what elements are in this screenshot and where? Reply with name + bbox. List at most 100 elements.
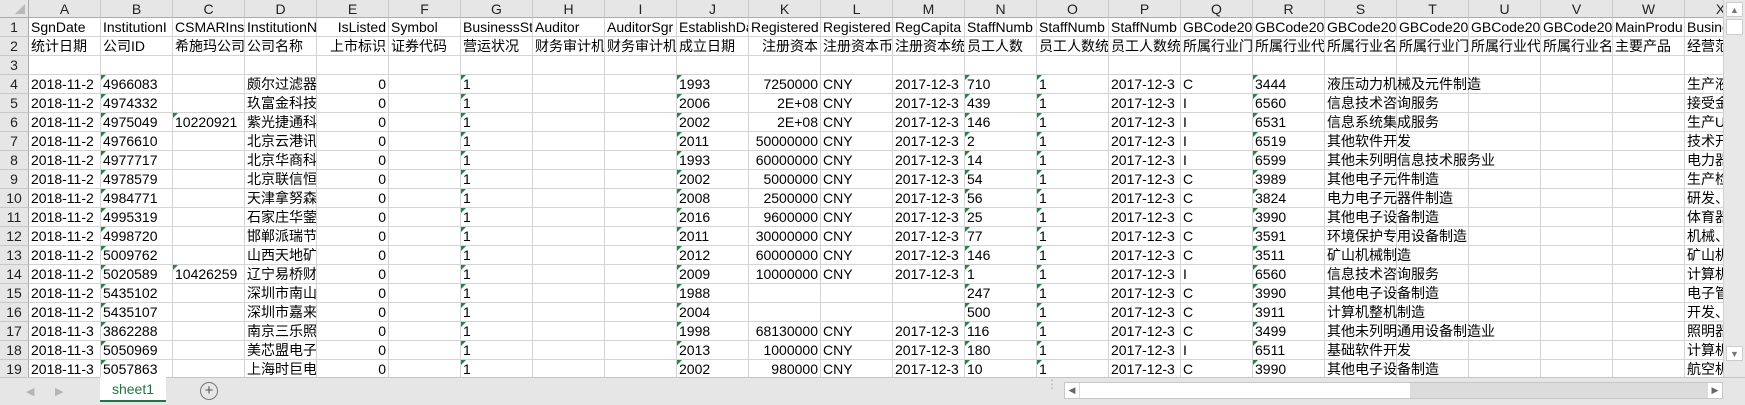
cell-m13[interactable]: 2017-12-3 <box>893 246 965 265</box>
column-header-r[interactable]: R <box>1253 0 1325 18</box>
cell-m5[interactable]: 2017-12-3 <box>893 94 965 113</box>
cell-q13[interactable]: C <box>1181 246 1253 265</box>
cell-v12[interactable] <box>1541 227 1613 246</box>
cell-k4[interactable]: 7250000 <box>749 75 821 94</box>
cell-r19[interactable]: 3990 <box>1253 360 1325 377</box>
cell-b13[interactable]: 5009762 <box>101 246 173 265</box>
column-header-h[interactable]: H <box>533 0 605 18</box>
row-header[interactable]: 8 <box>0 151 29 170</box>
cell-h19[interactable] <box>533 360 605 377</box>
row-header[interactable]: 18 <box>0 341 29 360</box>
cell-r2[interactable]: 所属行业代 <box>1253 37 1325 56</box>
cell-p9[interactable]: 2017-12-3 <box>1109 170 1181 189</box>
column-header-m[interactable]: M <box>893 0 965 18</box>
cell-n1[interactable]: StaffNumb <box>965 18 1037 37</box>
cell-h3[interactable] <box>533 56 605 75</box>
cell-e6[interactable]: 0 <box>317 113 389 132</box>
column-header-q[interactable]: Q <box>1181 0 1253 18</box>
column-header-j[interactable]: J <box>677 0 749 18</box>
cell-l11[interactable]: CNY <box>821 208 893 227</box>
cell-t4[interactable] <box>1397 75 1469 94</box>
cell-a6[interactable]: 2018-11-2 <box>29 113 101 132</box>
cell-p5[interactable]: 2017-12-3 <box>1109 94 1181 113</box>
cell-m12[interactable]: 2017-12-3 <box>893 227 965 246</box>
cell-s10[interactable]: 电力电子元器件制造 <box>1325 189 1453 208</box>
cell-s17[interactable]: 其他未列明通用设备制造业 <box>1325 322 1495 341</box>
cell-b12[interactable]: 4998720 <box>101 227 173 246</box>
cell-g14[interactable]: 1 <box>461 265 533 284</box>
row-header[interactable]: 1 <box>0 18 29 37</box>
cell-c18[interactable] <box>173 341 245 360</box>
scroll-left-icon[interactable]: ◀ <box>1065 383 1079 398</box>
cell-a10[interactable]: 2018-11-2 <box>29 189 101 208</box>
cell-e15[interactable]: 0 <box>317 284 389 303</box>
cell-f9[interactable] <box>389 170 461 189</box>
cell-j5[interactable]: 2006 <box>677 94 749 113</box>
row-header[interactable]: 4 <box>0 75 29 94</box>
row-header[interactable]: 2 <box>0 37 29 56</box>
cell-i12[interactable] <box>605 227 677 246</box>
cell-g11[interactable]: 1 <box>461 208 533 227</box>
cell-g6[interactable]: 1 <box>461 113 533 132</box>
cell-l6[interactable]: CNY <box>821 113 893 132</box>
cell-o15[interactable]: 1 <box>1037 284 1109 303</box>
cell-h10[interactable] <box>533 189 605 208</box>
cell-a15[interactable]: 2018-11-2 <box>29 284 101 303</box>
cell-w10[interactable] <box>1613 189 1685 208</box>
cell-u4[interactable] <box>1469 75 1541 94</box>
cell-s6[interactable]: 信息系统集成服务 <box>1325 113 1439 132</box>
cell-h6[interactable] <box>533 113 605 132</box>
cell-o3[interactable] <box>1037 56 1109 75</box>
cell-o12[interactable]: 1 <box>1037 227 1109 246</box>
cell-j2[interactable]: 成立日期 <box>677 37 749 56</box>
add-sheet-icon[interactable]: + <box>200 382 218 400</box>
cell-o9[interactable]: 1 <box>1037 170 1109 189</box>
cell-a1[interactable]: SgnDate <box>29 18 101 37</box>
cell-t14[interactable] <box>1397 265 1469 284</box>
cell-e5[interactable]: 0 <box>317 94 389 113</box>
cell-l4[interactable]: CNY <box>821 75 893 94</box>
cell-j8[interactable]: 1993 <box>677 151 749 170</box>
cell-c13[interactable] <box>173 246 245 265</box>
cell-a8[interactable]: 2018-11-2 <box>29 151 101 170</box>
cell-n17[interactable]: 116 <box>965 322 1037 341</box>
cell-i8[interactable] <box>605 151 677 170</box>
cell-q10[interactable]: C <box>1181 189 1253 208</box>
cell-h2[interactable]: 财务审计机 <box>533 37 605 56</box>
cell-s13[interactable]: 矿山机械制造 <box>1325 246 1411 265</box>
cell-j15[interactable]: 1988 <box>677 284 749 303</box>
cell-p3[interactable] <box>1109 56 1181 75</box>
cell-x4[interactable]: 生产液 <box>1685 75 1723 94</box>
cell-g15[interactable]: 1 <box>461 284 533 303</box>
cell-s14[interactable]: 信息技术咨询服务 <box>1325 265 1439 284</box>
cell-n11[interactable]: 25 <box>965 208 1037 227</box>
row-header[interactable]: 19 <box>0 360 29 377</box>
cell-t13[interactable] <box>1397 246 1469 265</box>
cell-u10[interactable] <box>1469 189 1541 208</box>
cell-h12[interactable] <box>533 227 605 246</box>
cell-i7[interactable] <box>605 132 677 151</box>
cell-t6[interactable] <box>1397 113 1469 132</box>
cell-j19[interactable]: 2002 <box>677 360 749 377</box>
cell-k19[interactable]: 980000 <box>749 360 821 377</box>
scroll-up-icon[interactable]: ▲ <box>1726 2 1743 17</box>
cell-f15[interactable] <box>389 284 461 303</box>
column-header-w[interactable]: W <box>1613 0 1685 18</box>
cell-u1[interactable]: GBCode20 <box>1469 18 1541 37</box>
cell-n16[interactable]: 500 <box>965 303 1037 322</box>
cell-x1[interactable]: Busine <box>1685 18 1723 37</box>
cell-r5[interactable]: 6560 <box>1253 94 1325 113</box>
cell-h11[interactable] <box>533 208 605 227</box>
cell-k16[interactable] <box>749 303 821 322</box>
row-header[interactable]: 10 <box>0 189 29 208</box>
cell-u19[interactable] <box>1469 360 1541 377</box>
row-header[interactable]: 12 <box>0 227 29 246</box>
cell-u17[interactable] <box>1469 322 1541 341</box>
cell-p10[interactable]: 2017-12-3 <box>1109 189 1181 208</box>
cell-u7[interactable] <box>1469 132 1541 151</box>
cell-e7[interactable]: 0 <box>317 132 389 151</box>
cell-e19[interactable]: 0 <box>317 360 389 377</box>
cell-d11[interactable]: 石家庄华蓥 <box>245 208 317 227</box>
cell-q7[interactable]: I <box>1181 132 1253 151</box>
row-header[interactable]: 13 <box>0 246 29 265</box>
